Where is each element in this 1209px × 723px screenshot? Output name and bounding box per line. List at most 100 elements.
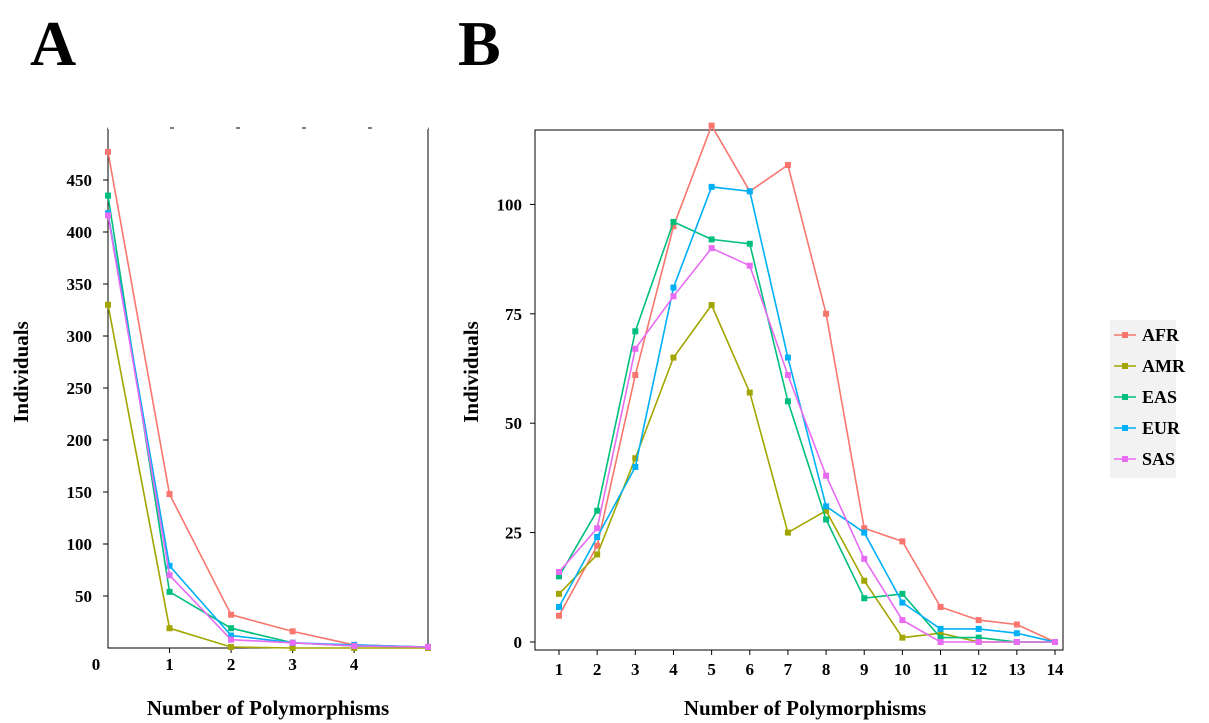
x-tick-label-b: 6 xyxy=(746,660,755,679)
data-point-sas-b xyxy=(1052,639,1058,645)
data-point-sas-a xyxy=(351,642,358,649)
data-point-eas-b xyxy=(861,595,868,602)
data-point-eur-b xyxy=(899,599,906,606)
series-line-eas-b xyxy=(558,220,1055,643)
data-point-sas-b xyxy=(708,245,715,252)
y-tick-label-b: 100 xyxy=(497,195,523,214)
legend-background xyxy=(1110,320,1176,478)
x-tick-label-b: 11 xyxy=(933,660,949,679)
data-point-sas-b xyxy=(899,617,906,624)
data-point-afr-b xyxy=(823,310,830,317)
data-point-eur-a xyxy=(166,562,173,569)
data-point-sas-b xyxy=(823,472,830,479)
data-point-afr-b xyxy=(861,525,868,532)
data-point-amr-b xyxy=(899,634,906,641)
x-tick-label-a: 2 xyxy=(227,655,236,674)
plot-frame-b xyxy=(534,129,1064,651)
data-point-amr-b xyxy=(708,302,715,309)
data-point-eas-b xyxy=(670,218,677,225)
legend-label-eas: EAS xyxy=(1142,387,1177,407)
series-line-sas-a xyxy=(107,215,429,648)
data-point-amr-a xyxy=(228,643,235,650)
legend-key-marker-eas xyxy=(1122,394,1128,400)
data-point-amr-b xyxy=(670,354,677,361)
data-point-amr-b xyxy=(861,577,868,584)
x-tick-label-b: 5 xyxy=(707,660,716,679)
plot-frame-a xyxy=(107,127,429,649)
data-point-afr-b xyxy=(899,538,906,545)
y-tick-label-a: 150 xyxy=(67,483,93,502)
x-tick-label-a: 1 xyxy=(165,655,174,674)
x-tick-label-b: 3 xyxy=(631,660,640,679)
y-tick-label-b: 25 xyxy=(505,524,522,543)
data-point-afr-b xyxy=(937,603,944,610)
data-point-eur-b xyxy=(670,284,677,291)
y-tick-label-b: 0 xyxy=(514,633,523,652)
data-point-eas-b xyxy=(556,573,562,580)
x-tick-label-b: 2 xyxy=(593,660,602,679)
data-point-eur-b xyxy=(746,188,753,195)
data-point-eur-b xyxy=(594,533,601,540)
series-line-afr-a xyxy=(107,151,429,648)
data-point-eur-b xyxy=(784,354,791,361)
x-tick-label-b: 9 xyxy=(860,660,869,679)
data-point-sas-a xyxy=(166,572,173,579)
data-point-eas-a xyxy=(166,588,173,595)
legend-label-eur: EUR xyxy=(1142,418,1181,438)
data-point-eas-b xyxy=(632,328,639,335)
data-point-afr-b xyxy=(708,122,715,129)
data-point-afr-b xyxy=(594,542,601,549)
legend-key-marker-eur xyxy=(1122,425,1128,431)
data-point-eas-b xyxy=(594,507,601,514)
data-point-sas-b xyxy=(937,639,944,645)
data-point-afr-b xyxy=(670,223,677,230)
panel-letter-a: A xyxy=(30,8,76,79)
x-tick-label-b: 14 xyxy=(1047,660,1065,679)
data-point-sas-b xyxy=(594,525,601,532)
data-point-eas-b xyxy=(746,240,753,247)
data-point-sas-b xyxy=(632,345,639,352)
panel-letter-b: B xyxy=(458,8,501,79)
data-point-sas-b xyxy=(556,568,562,575)
x-tick-label-b: 10 xyxy=(894,660,911,679)
series-line-sas-b xyxy=(558,247,1055,643)
data-point-amr-b xyxy=(937,630,944,637)
series-line-amr-a xyxy=(107,304,428,649)
series-a xyxy=(105,148,431,651)
data-point-sas-b xyxy=(670,293,677,300)
data-point-eur-b xyxy=(823,503,830,510)
data-point-afr-a xyxy=(166,491,173,498)
data-point-afr-b xyxy=(975,617,982,624)
data-point-sas-a xyxy=(105,212,111,219)
series-b xyxy=(556,122,1058,645)
legend-label-afr: AFR xyxy=(1142,325,1180,345)
data-point-eur-b xyxy=(556,603,562,610)
y-axis-title-a: Individuals xyxy=(9,321,33,423)
x-tick-label-b: 8 xyxy=(822,660,831,679)
x-tick-label-a: 4 xyxy=(350,655,359,674)
data-point-amr-a xyxy=(289,645,296,651)
data-point-eur-b xyxy=(1013,630,1020,637)
legend-key-marker-afr xyxy=(1122,332,1128,338)
series-line-eur-b xyxy=(558,186,1056,643)
data-point-sas-b xyxy=(975,639,982,645)
x-tick-label-b: 12 xyxy=(970,660,987,679)
y-tick-label-a: 250 xyxy=(67,379,93,398)
data-point-sas-a xyxy=(425,643,431,650)
data-point-amr-a xyxy=(166,625,173,632)
data-point-amr-b xyxy=(823,507,830,514)
series-line-afr-b xyxy=(558,123,1056,643)
data-point-eur-b xyxy=(975,625,982,632)
data-point-eas-a xyxy=(105,192,111,199)
series-line-eur-a xyxy=(107,213,429,648)
data-point-sas-b xyxy=(1013,639,1020,645)
data-point-sas-a xyxy=(289,639,296,646)
data-point-afr-a xyxy=(289,628,296,635)
y-axis-title-b: Individuals xyxy=(459,321,483,423)
data-point-amr-b xyxy=(746,389,753,396)
x-axis-title-b: Number of Polymorphisms xyxy=(684,696,926,720)
